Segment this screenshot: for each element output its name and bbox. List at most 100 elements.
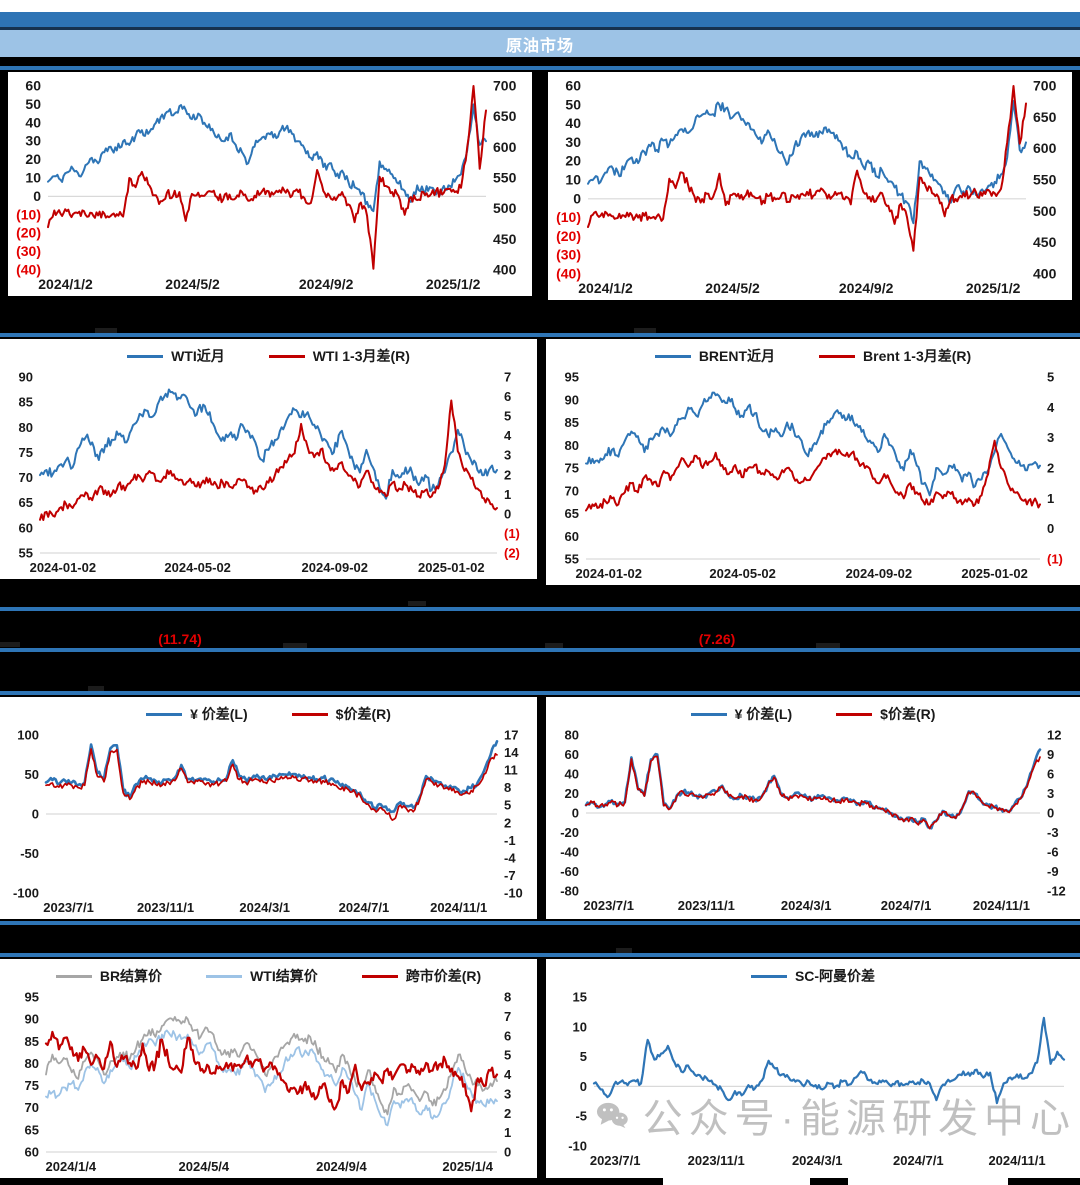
svg-text:2024-01-02: 2024-01-02	[575, 566, 642, 581]
header-separator	[0, 27, 1080, 30]
svg-text:550: 550	[1033, 172, 1057, 188]
svg-text:2024/3/1: 2024/3/1	[239, 900, 290, 915]
svg-text:2023/7/1: 2023/7/1	[43, 900, 94, 915]
svg-text:15: 15	[573, 990, 587, 1005]
chart-legend: BRENT近月 Brent 1-3月差(R)	[546, 343, 1080, 369]
svg-text:2024-05-02: 2024-05-02	[709, 566, 776, 581]
svg-text:9: 9	[1047, 747, 1054, 762]
legend-label: BR结算价	[99, 968, 163, 984]
svg-text:75: 75	[25, 1078, 39, 1093]
legend-line-swatch	[690, 712, 727, 716]
svg-text:450: 450	[493, 231, 517, 247]
svg-text:-20: -20	[560, 825, 579, 840]
svg-text:85: 85	[19, 395, 33, 410]
svg-text:2024/5/4: 2024/5/4	[179, 1159, 230, 1174]
svg-text:600: 600	[1033, 140, 1057, 156]
svg-text:50: 50	[25, 96, 41, 112]
section-divider-line	[0, 607, 1080, 611]
svg-text:-10: -10	[568, 1139, 587, 1154]
svg-text:650: 650	[493, 108, 517, 124]
chart-legend: BR结算价 WTI结算价 跨市价差(R)	[0, 963, 537, 989]
chart-legend: ¥ 价差(L) $价差(R)	[546, 701, 1080, 727]
svg-text:2024/5/2: 2024/5/2	[165, 276, 220, 292]
section-divider-line	[0, 691, 1080, 695]
chart-plot-area: 60 50 40 30 20 10 0 (10) (20) (30) (40) 700 650 600 55…	[16, 78, 517, 293]
svg-text:70: 70	[565, 483, 579, 498]
section-divider-line	[0, 648, 1080, 652]
svg-text:2025/1/4: 2025/1/4	[442, 1159, 493, 1174]
svg-text:3: 3	[504, 448, 511, 463]
svg-text:60: 60	[25, 78, 41, 94]
legend-item: Brent 1-3月差(R)	[819, 346, 971, 366]
svg-text:2024-01-02: 2024-01-02	[30, 560, 97, 575]
svg-text:8: 8	[504, 990, 511, 1005]
svg-text:2: 2	[504, 815, 511, 830]
svg-text:40: 40	[25, 114, 41, 130]
legend-label: 跨市价差(R)	[405, 968, 482, 984]
legend-label: WTI 1-3月差(R)	[312, 348, 410, 364]
svg-text:(10): (10)	[556, 209, 581, 225]
svg-text:-1: -1	[504, 833, 516, 848]
top-white-strip	[0, 0, 1080, 12]
legend-item: $价差(R)	[836, 704, 935, 724]
svg-text:(2): (2)	[504, 546, 520, 561]
chart-plot-area: 908580757065605576543210(1)(2)2024-01-02…	[19, 370, 520, 576]
svg-text:12: 12	[1047, 728, 1061, 743]
svg-text:-50: -50	[20, 846, 39, 861]
svg-text:10: 10	[573, 1019, 587, 1034]
svg-text:2024/1/2: 2024/1/2	[578, 280, 633, 296]
svg-text:20: 20	[565, 153, 581, 169]
bottom-bar-segment	[0, 1178, 663, 1185]
svg-text:5: 5	[1047, 370, 1054, 385]
svg-text:60: 60	[25, 1145, 39, 1160]
svg-text:2024/7/1: 2024/7/1	[881, 898, 932, 913]
chart-br-wti-settlement-cross-spread: BR结算价 WTI结算价 跨市价差(R) 95 90 85 80 75 70 65 60 8 7 6 5 4 3…	[0, 959, 537, 1178]
chart-yuan-dollar-spread-right: ¥ 价差(L) $价差(R) 80 60 40 20 0 -20 -40 -60 -80 12 9 6 3 0…	[546, 697, 1080, 919]
svg-text:0: 0	[572, 806, 579, 821]
svg-text:95: 95	[25, 990, 39, 1005]
svg-text:40: 40	[565, 767, 579, 782]
svg-text:2024/11/1: 2024/11/1	[973, 898, 1030, 913]
svg-text:60: 60	[565, 747, 579, 762]
svg-text:400: 400	[493, 262, 517, 278]
svg-text:0: 0	[504, 506, 511, 521]
svg-text:(30): (30)	[16, 243, 41, 259]
svg-text:0: 0	[33, 188, 41, 204]
svg-text:(10): (10)	[16, 206, 41, 222]
svg-text:-40: -40	[560, 845, 579, 860]
svg-text:2024-05-02: 2024-05-02	[164, 560, 231, 575]
svg-text:0: 0	[1047, 521, 1054, 536]
clipped-text-fragment	[545, 643, 563, 648]
chart-sc-oman-spread: SC-阿曼价差 15 10 5 0 -5 -10 2023/7/1 2023/11/1 2024/…	[546, 959, 1080, 1178]
legend-line-swatch	[55, 974, 92, 978]
legend-item: WTI 1-3月差(R)	[268, 346, 410, 366]
svg-text:(1): (1)	[1047, 552, 1063, 567]
svg-text:75: 75	[19, 445, 33, 460]
svg-text:2: 2	[504, 1106, 511, 1121]
chart-legend: SC-阿曼价差	[546, 963, 1080, 989]
svg-text:2: 2	[1047, 461, 1054, 476]
svg-text:650: 650	[1033, 109, 1057, 125]
legend-item: BRENT近月	[654, 346, 775, 366]
chart-plot-area: 100 50 0 -50 -100 17 14 11 8 5 2 -1 -4 -7 -10 2023/7/1 2…	[13, 728, 523, 916]
legend-label: ¥ 价差(L)	[190, 706, 248, 722]
svg-text:-7: -7	[504, 868, 516, 883]
legend-line-swatch	[146, 712, 183, 716]
svg-text:60: 60	[19, 520, 33, 535]
svg-text:2025/1/2: 2025/1/2	[426, 276, 481, 292]
svg-text:600: 600	[493, 139, 517, 155]
svg-text:6: 6	[504, 389, 511, 404]
svg-text:-5: -5	[575, 1109, 587, 1124]
svg-text:5: 5	[504, 409, 511, 424]
svg-text:50: 50	[25, 767, 39, 782]
svg-text:65: 65	[565, 506, 579, 521]
svg-text:65: 65	[19, 495, 33, 510]
legend-label: WTI近月	[171, 348, 225, 364]
section-title-bar: 原油市场	[0, 30, 1080, 57]
svg-text:3: 3	[1047, 786, 1054, 801]
section-divider-line	[0, 921, 1080, 925]
